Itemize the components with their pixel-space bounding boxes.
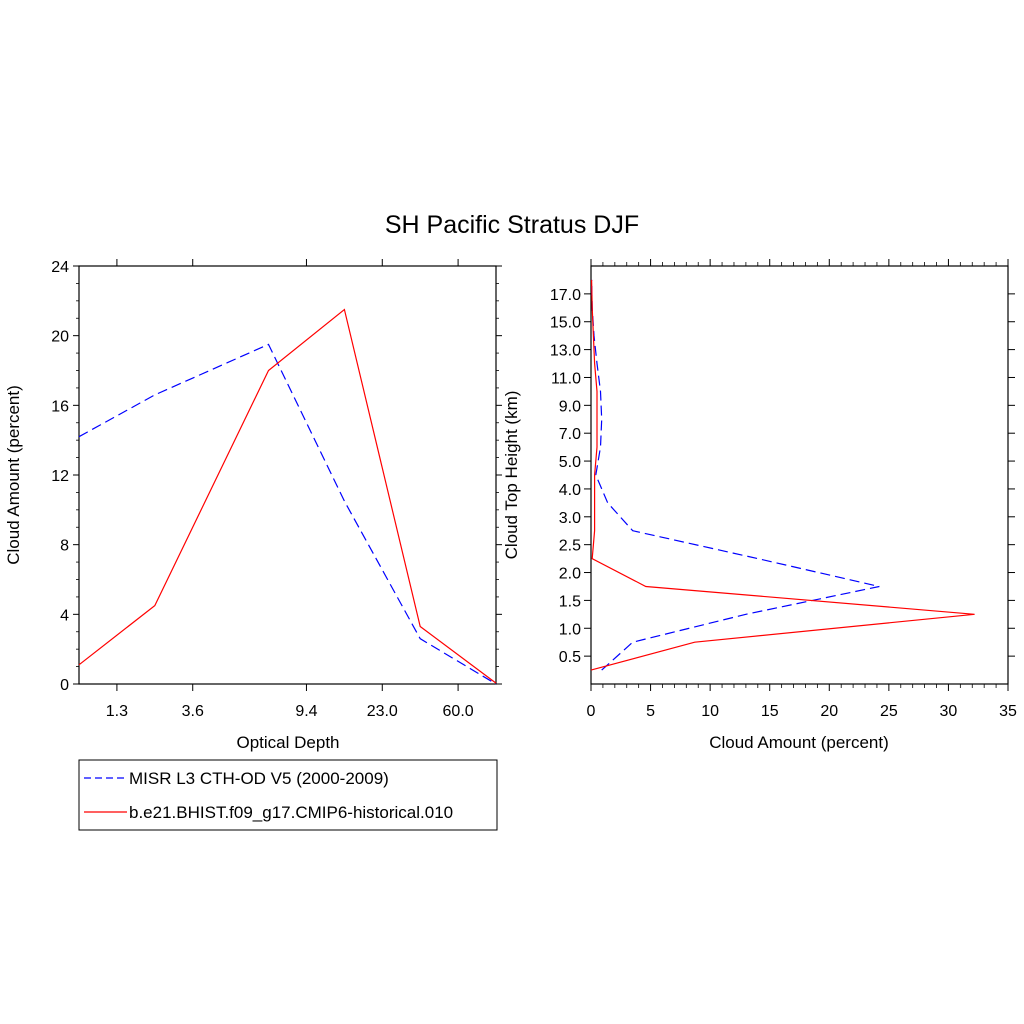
right-y-tick-label: 2.0 [559, 566, 581, 583]
legend-box [78, 759, 498, 831]
right-y-tick-label: 2.5 [559, 538, 581, 555]
left-y-tick-label: 12 [51, 468, 69, 485]
right-y-tick-label: 0.5 [559, 649, 581, 666]
left-y-axis-label: Cloud Amount (percent) [4, 385, 23, 565]
right-x-axis-label: Cloud Amount (percent) [709, 733, 889, 752]
right-y-axis-label: Cloud Top Height (km) [502, 391, 521, 560]
left-plot-frame [78, 265, 497, 685]
left-y-tick-label: 20 [51, 329, 69, 346]
right-series [590, 279, 975, 671]
left-ticks: 0 4 8 12 16 20 24 1.3 3.6 9.4 23.0 60.0 [51, 259, 502, 720]
left-series-line-0 [78, 343, 497, 685]
left-x-tick-label: 1.3 [106, 703, 128, 720]
right-plot-frame [590, 265, 1009, 685]
left-x-axis-label: Optical Depth [237, 733, 340, 752]
right-x-tick-label: 25 [880, 703, 898, 720]
right-x-tick-label: 20 [820, 703, 838, 720]
right-x-tick-label: 5 [646, 703, 655, 720]
chart-title: SH Pacific Stratus DJF [385, 211, 639, 239]
right-x-tick-label: 15 [761, 703, 779, 720]
right-y-tick-label: 15.0 [550, 315, 581, 332]
right-y-tick-label: 9.0 [559, 398, 581, 415]
right-ticks: 0 5 10 15 20 25 30 35 0.5 1.0 1.5 2.0 2.5 3.0 4.0 5.0 7.… [550, 259, 1017, 720]
right-series-line-1 [590, 279, 975, 671]
right-y-tick-label: 5.0 [559, 454, 581, 471]
left-x-tick-label: 23.0 [367, 703, 398, 720]
left-x-tick-label: 3.6 [182, 703, 204, 720]
cloud-top-height-panel: 0 5 10 15 20 25 30 35 0.5 1.0 1.5 2.0 2.5 3.0 4.0 5.0 7.… [502, 259, 1017, 752]
right-y-tick-label: 11.0 [551, 370, 581, 387]
left-y-tick-label: 8 [60, 538, 69, 555]
left-series-line-1 [78, 308, 497, 684]
left-x-tick-label: 60.0 [443, 703, 474, 720]
right-x-tick-label: 10 [701, 703, 719, 720]
right-x-tick-label: 0 [587, 703, 596, 720]
right-series-line-0 [591, 279, 880, 671]
legend-label-misr: MISR L3 CTH-OD V5 (2000-2009) [129, 769, 389, 788]
right-y-tick-label: 1.5 [559, 593, 581, 610]
right-y-tick-label: 4.0 [559, 482, 581, 499]
right-y-tick-label: 1.0 [559, 621, 581, 638]
left-x-tick-label: 9.4 [295, 703, 317, 720]
left-y-tick-label: 16 [51, 398, 69, 415]
left-series [78, 308, 497, 685]
legend-label-model: b.e21.BHIST.f09_g17.CMIP6-historical.010 [129, 803, 453, 822]
left-y-tick-label: 4 [60, 607, 69, 624]
legend: MISR L3 CTH-OD V5 (2000-2009) b.e21.BHIS… [78, 759, 498, 831]
right-x-tick-label: 30 [940, 703, 958, 720]
right-y-tick-label: 17.0 [550, 287, 581, 304]
optical-depth-panel: 0 4 8 12 16 20 24 1.3 3.6 9.4 23.0 60.0 Optical Dep… [4, 259, 502, 752]
right-y-tick-label: 13.0 [550, 343, 581, 360]
left-y-tick-label: 0 [60, 677, 69, 694]
right-y-tick-label: 3.0 [559, 510, 581, 527]
right-x-tick-label: 35 [999, 703, 1017, 720]
right-y-tick-label: 7.0 [559, 426, 581, 443]
left-y-tick-label: 24 [51, 259, 69, 276]
